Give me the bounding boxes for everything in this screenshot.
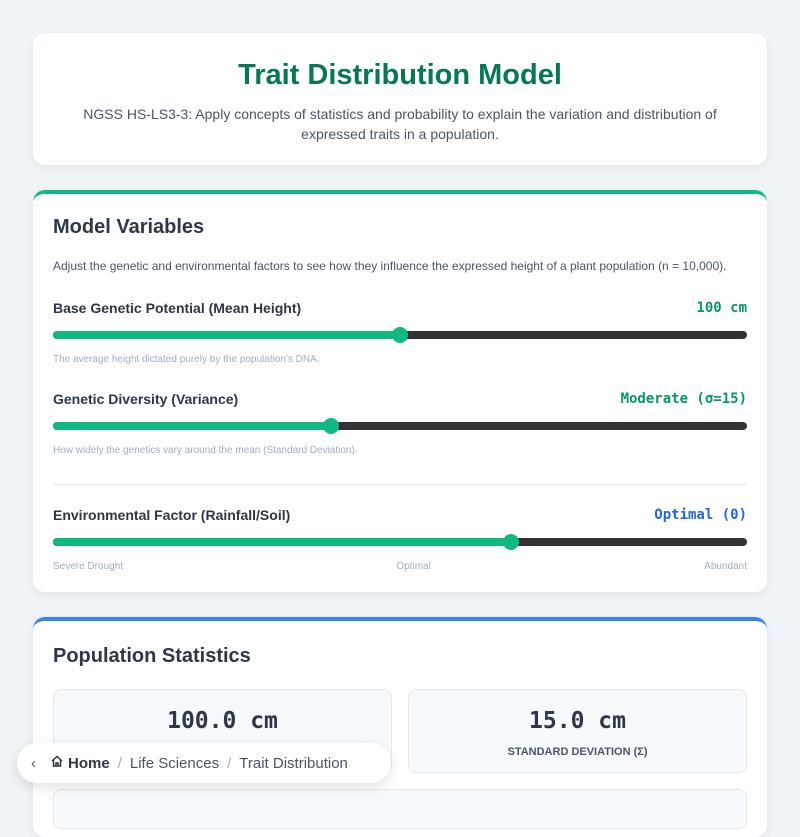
mean-value: 100 cm — [696, 300, 747, 316]
model-variables-card: Model Variables Adjust the genetic and e… — [33, 190, 767, 592]
home-icon — [50, 754, 64, 772]
page-title: Trait Distribution Model — [238, 59, 562, 91]
slider-fill — [53, 422, 331, 430]
slider-thumb[interactable] — [322, 418, 339, 434]
back-chevron-icon[interactable]: ‹ — [31, 754, 36, 772]
breadcrumb-separator: / — [117, 754, 122, 772]
stat-box — [53, 789, 747, 829]
header-card: Trait Distribution Model NGSS HS-LS3-3: … — [33, 33, 767, 165]
breadcrumb: ‹ Home / Life Sciences / Trait Distribut… — [17, 743, 391, 783]
breadcrumb-home[interactable]: Home — [68, 754, 110, 772]
mean-control: Base Genetic Potential (Mean Height) 100 … — [53, 300, 747, 365]
slider-fill — [53, 331, 400, 339]
divider — [53, 484, 747, 485]
environment-control: Environmental Factor (Rainfall/Soil) Opti… — [53, 507, 747, 572]
breadcrumb-current: Trait Distribution — [239, 754, 348, 772]
diversity-control: Genetic Diversity (Variance) Moderate (σ=… — [53, 391, 747, 456]
slider-fill — [53, 538, 512, 546]
breadcrumb-section[interactable]: Life Sciences — [129, 754, 220, 772]
diversity-slider[interactable] — [53, 418, 747, 434]
mean-label: Base Genetic Potential (Mean Height) — [53, 300, 302, 316]
population-statistics-card: Population Statistics 100.0 cm 15.0 cm ST… — [33, 617, 767, 837]
sd-stat-caption: STANDARD DEVIATION (Σ) — [507, 746, 648, 758]
section-title: Model Variables — [53, 216, 205, 238]
environment-slider[interactable] — [53, 534, 747, 550]
diversity-value: Moderate (σ=15) — [620, 391, 747, 407]
sd-stat-value: 15.0 cm — [529, 708, 626, 734]
slider-thumb[interactable] — [392, 327, 408, 343]
tick-label: Optimal — [396, 561, 431, 572]
breadcrumb-separator: / — [227, 754, 232, 772]
environment-label: Environmental Factor (Rainfall/Soil) — [53, 507, 291, 523]
tick-label: Severe Drought — [53, 561, 124, 572]
environment-value: Optimal (0) — [654, 507, 747, 523]
mean-stat-value: 100.0 cm — [167, 708, 278, 734]
page-subtitle: NGSS HS-LS3-3: Apply concepts of statist… — [83, 106, 717, 142]
mean-slider[interactable] — [53, 327, 747, 343]
tick-label: Abundant — [704, 561, 747, 572]
mean-help: The average height dictated purely by th… — [53, 354, 320, 365]
section-title: Population Statistics — [53, 645, 251, 667]
sd-stat: 15.0 cm STANDARD DEVIATION (Σ) — [408, 689, 747, 773]
section-description: Adjust the genetic and environmental fac… — [53, 259, 727, 273]
slider-thumb[interactable] — [503, 534, 520, 550]
diversity-help: How widely the genetics vary around the … — [53, 445, 358, 456]
diversity-label: Genetic Diversity (Variance) — [53, 391, 239, 407]
